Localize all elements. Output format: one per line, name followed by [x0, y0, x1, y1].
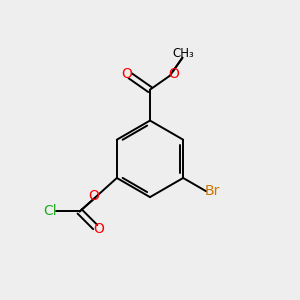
Text: O: O: [93, 222, 104, 236]
Text: O: O: [121, 67, 132, 81]
Text: O: O: [168, 67, 179, 81]
Text: Cl: Cl: [43, 204, 56, 218]
Text: Br: Br: [205, 184, 220, 198]
Text: CH₃: CH₃: [172, 47, 194, 60]
Text: O: O: [89, 189, 100, 202]
